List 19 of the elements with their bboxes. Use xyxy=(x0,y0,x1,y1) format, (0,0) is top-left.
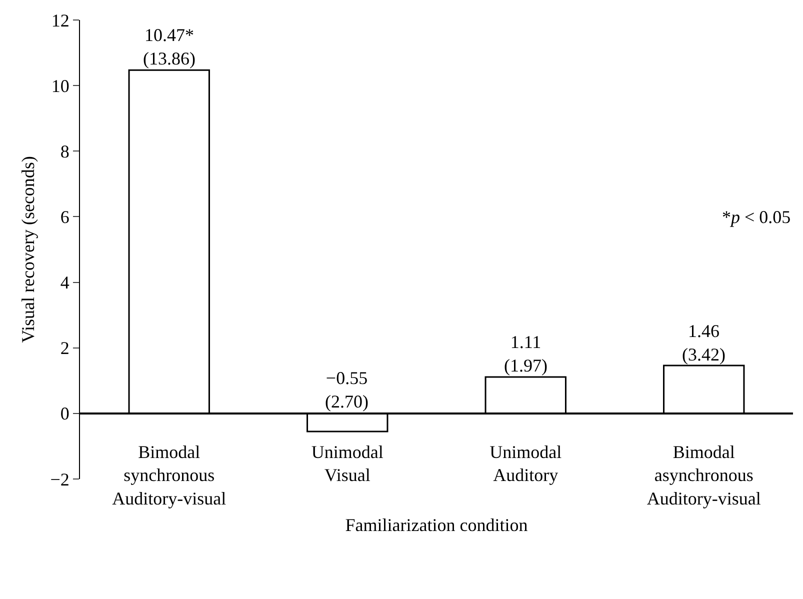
data-label: 1.46 (3.42) xyxy=(682,321,726,364)
y-tick-label: 10 xyxy=(51,76,70,96)
annotation: *p < 0.05 xyxy=(722,207,791,227)
y-tick-label: −2 xyxy=(50,469,70,490)
data-label: 1.11 (1.97) xyxy=(504,332,548,376)
x-tick-label: Unimodal Auditory xyxy=(490,442,562,486)
x-tick-label: Bimodal asynchronous Auditory-visual xyxy=(646,442,761,509)
y-tick-label: 12 xyxy=(51,10,70,30)
y-tick-label: 4 xyxy=(60,272,70,293)
data-label: −0.55 (2.70) xyxy=(325,368,368,412)
data-label: 10.47* (13.86) xyxy=(143,25,196,68)
x-tick-label: Bimodal synchronous Auditory-visual xyxy=(112,442,226,509)
x-axis-title: Familiarization condition xyxy=(345,515,528,536)
y-axis-title: Visual recovery (seconds) xyxy=(18,156,38,343)
y-tick-label: 0 xyxy=(60,404,70,424)
y-tick-label: 8 xyxy=(60,141,70,162)
y-tick-label: 2 xyxy=(60,338,70,358)
y-tick-label: 6 xyxy=(60,207,70,228)
x-tick-label: Unimodal Visual xyxy=(311,442,384,486)
